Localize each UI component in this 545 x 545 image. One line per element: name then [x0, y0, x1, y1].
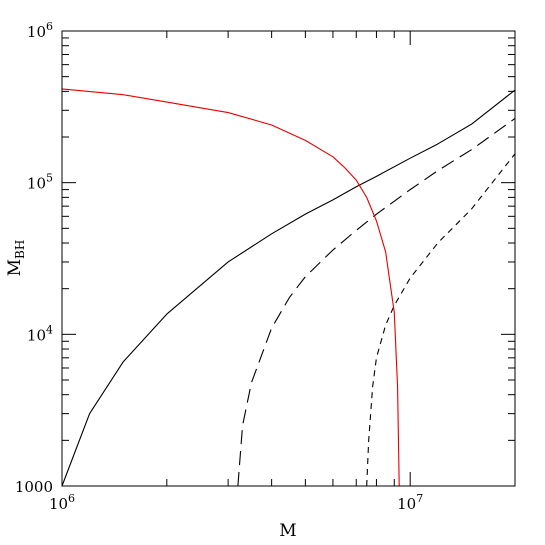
- data-curves: [61, 88, 516, 487]
- y-tick-label: 104: [27, 323, 53, 344]
- y-tick-label-base: 10: [27, 326, 46, 344]
- series-line-2: [237, 118, 516, 487]
- x-tick-label: 107: [397, 492, 423, 513]
- y-axis-label: MBH: [5, 240, 27, 277]
- x-tick-label-exponent: 6: [68, 492, 75, 505]
- y-tick-label-base: 10: [27, 23, 46, 41]
- y-tick-label-base: 1000: [15, 478, 53, 496]
- y-tick-label-exponent: 6: [46, 20, 53, 33]
- series-line-1: [61, 89, 516, 487]
- y-tick-label-base: 10: [27, 175, 46, 193]
- plot-frame: [61, 30, 516, 487]
- y-axis-label-subscript: BH: [13, 240, 27, 259]
- x-tick-label-base: 10: [397, 495, 416, 513]
- series-line-3: [366, 153, 516, 487]
- x-tick-label: 106: [49, 492, 75, 513]
- y-tick-label-exponent: 4: [46, 323, 53, 336]
- x-tick-labels: 106 107: [49, 492, 423, 513]
- y-tick-label: 1000: [15, 478, 53, 496]
- axis-ticks: [61, 30, 516, 487]
- x-axis-label: M: [279, 521, 296, 541]
- y-tick-label: 106: [27, 20, 53, 41]
- series-line-4: [61, 88, 400, 487]
- y-axis-label-main: M: [5, 259, 25, 276]
- y-tick-label: 105: [27, 172, 53, 193]
- x-tick-label-base: 10: [49, 495, 68, 513]
- y-tick-label-exponent: 5: [46, 172, 53, 185]
- x-tick-label-exponent: 7: [416, 492, 423, 505]
